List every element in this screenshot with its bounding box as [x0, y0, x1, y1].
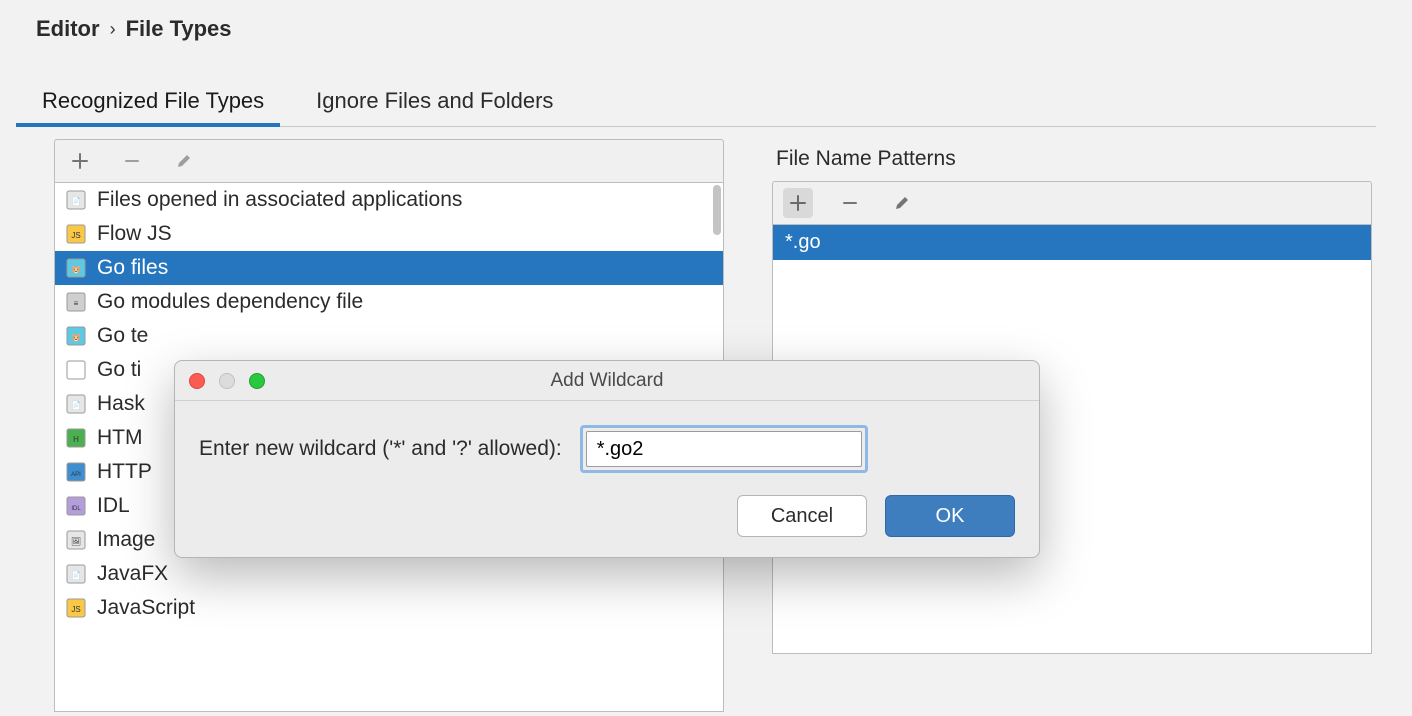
- filetype-item-label: Image: [97, 528, 155, 552]
- tab-ignore-files[interactable]: Ignore Files and Folders: [310, 78, 559, 126]
- pattern-item[interactable]: *.go: [773, 225, 1371, 260]
- svg-text:IDL: IDL: [71, 506, 81, 512]
- plus-icon: [71, 152, 89, 170]
- file-icon: H: [65, 427, 87, 449]
- filetype-item-label: Go ti: [97, 358, 141, 382]
- filetype-item-label: JavaFX: [97, 562, 168, 586]
- breadcrumb-editor[interactable]: Editor: [36, 16, 100, 42]
- breadcrumb-filetypes[interactable]: File Types: [126, 16, 232, 42]
- svg-text:🐹: 🐹: [71, 265, 81, 274]
- svg-text:📄: 📄: [71, 196, 81, 206]
- filetype-item-label: Go modules dependency file: [97, 290, 363, 314]
- minus-icon: [841, 194, 859, 212]
- scrollbar-thumb[interactable]: [713, 185, 721, 235]
- wildcard-input[interactable]: [586, 431, 862, 467]
- file-icon: API: [65, 461, 87, 483]
- patterns-toolbar: [772, 181, 1372, 224]
- filetype-item-label: Flow JS: [97, 222, 172, 246]
- filetype-item-label: Hask: [97, 392, 145, 416]
- file-icon: 📄: [65, 189, 87, 211]
- file-icon: JS: [65, 223, 87, 245]
- svg-text:📄: 📄: [71, 570, 81, 580]
- file-icon: 🖼: [65, 529, 87, 551]
- edit-filetype-button[interactable]: [169, 146, 199, 176]
- file-icon: ≡: [65, 291, 87, 313]
- file-icon: 🐹: [65, 325, 87, 347]
- filetype-item[interactable]: 📄 JavaFX: [55, 557, 723, 591]
- dialog-title: Add Wildcard: [175, 370, 1039, 392]
- edit-pattern-button[interactable]: [887, 188, 917, 218]
- add-pattern-button[interactable]: [783, 188, 813, 218]
- filetype-item[interactable]: JS JavaScript: [55, 591, 723, 625]
- file-icon: 📄: [65, 393, 87, 415]
- filetype-item[interactable]: JS Flow JS: [55, 217, 723, 251]
- filetype-item-label: HTTP: [97, 460, 152, 484]
- window-controls: [175, 373, 265, 389]
- filetypes-toolbar: [54, 139, 724, 182]
- svg-text:API: API: [71, 472, 81, 478]
- file-icon: [65, 359, 87, 381]
- plus-icon: [789, 194, 807, 212]
- filetype-item-label: Go te: [97, 324, 148, 348]
- pencil-icon: [175, 152, 193, 170]
- cancel-button[interactable]: Cancel: [737, 495, 867, 537]
- filetype-item[interactable]: 🐹 Go files: [55, 251, 723, 285]
- filetype-item-label: IDL: [97, 494, 130, 518]
- svg-text:JS: JS: [71, 605, 80, 614]
- svg-text:≡: ≡: [74, 299, 79, 308]
- minus-icon: [123, 152, 141, 170]
- svg-text:H: H: [73, 435, 79, 444]
- wildcard-label: Enter new wildcard ('*' and '?' allowed)…: [199, 437, 562, 461]
- remove-pattern-button[interactable]: [835, 188, 865, 218]
- breadcrumb: Editor › File Types: [0, 0, 1412, 54]
- filetype-item[interactable]: 📄 Files opened in associated applications: [55, 183, 723, 217]
- filetype-item-label: JavaScript: [97, 596, 195, 620]
- add-wildcard-dialog: Add Wildcard Enter new wildcard ('*' and…: [174, 360, 1040, 558]
- maximize-window-icon[interactable]: [249, 373, 265, 389]
- svg-text:JS: JS: [71, 231, 80, 240]
- patterns-header: File Name Patterns: [772, 147, 1372, 181]
- dialog-titlebar[interactable]: Add Wildcard: [175, 361, 1039, 401]
- filetype-item-label: Go files: [97, 256, 168, 280]
- chevron-right-icon: ›: [110, 19, 116, 40]
- minimize-window-icon[interactable]: [219, 373, 235, 389]
- tab-recognized-file-types[interactable]: Recognized File Types: [36, 78, 270, 126]
- svg-text:📄: 📄: [71, 400, 81, 410]
- filetype-item-label: Files opened in associated applications: [97, 188, 462, 212]
- file-icon: 📄: [65, 563, 87, 585]
- svg-text:🐹: 🐹: [71, 333, 81, 342]
- pencil-icon: [893, 194, 911, 212]
- filetype-item[interactable]: ≡ Go modules dependency file: [55, 285, 723, 319]
- file-icon: JS: [65, 597, 87, 619]
- file-icon: 🐹: [65, 257, 87, 279]
- close-window-icon[interactable]: [189, 373, 205, 389]
- filetype-item-label: HTM: [97, 426, 143, 450]
- filetype-item[interactable]: 🐹 Go te: [55, 319, 723, 353]
- ok-button[interactable]: OK: [885, 495, 1015, 537]
- add-filetype-button[interactable]: [65, 146, 95, 176]
- tab-bar: Recognized File Types Ignore Files and F…: [36, 78, 1376, 127]
- svg-text:🖼: 🖼: [71, 537, 81, 546]
- file-icon: IDL: [65, 495, 87, 517]
- remove-filetype-button[interactable]: [117, 146, 147, 176]
